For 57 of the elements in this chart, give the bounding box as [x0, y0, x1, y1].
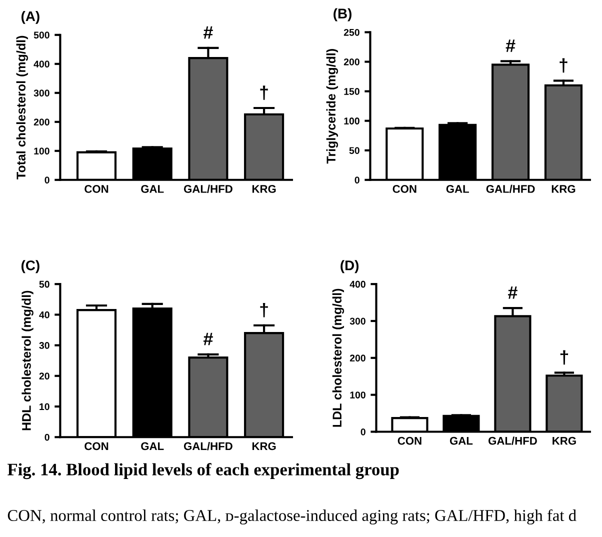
annotation: † [260, 303, 268, 318]
y-tick-label: 100 [34, 148, 50, 155]
chart-title: (C) [21, 260, 40, 274]
annotation: # [508, 286, 518, 299]
caption: Fig. 14. Blood lipid levels of each experimental group [8, 463, 399, 480]
x-tick-label: KRG [252, 442, 276, 450]
annotation: † [560, 58, 568, 73]
y-axis-title: Total cholesterol (mg/dl) [16, 36, 28, 180]
y-tick-label: 50 [349, 147, 360, 154]
annotation: # [203, 332, 213, 346]
y-tick-label: 30 [39, 342, 50, 349]
x-tick-label: GAL/HFD [184, 184, 232, 194]
y-tick-label: 20 [39, 372, 50, 380]
chart-title: (D) [340, 260, 359, 274]
x-tick-label: GAL [141, 185, 164, 193]
y-axis-title: HDL cholesterol (mg/dl) [22, 290, 34, 430]
x-tick-label: CON [392, 185, 416, 193]
y-tick-label: 150 [344, 88, 360, 95]
text: CON, normal control rats; GAL, ᴅ-galactose-induced aging rats; GAL/HFD, high fat d [8, 509, 576, 524]
y-tick-label: 40 [39, 311, 50, 318]
x-tick-label: CON [84, 442, 108, 450]
y-axis-title: Triglyceride (mg/dl) [326, 49, 338, 164]
x-tick-label: GAL/HFD [184, 442, 232, 450]
y-tick-label: 400 [350, 280, 366, 288]
y-tick-label: 0 [44, 434, 50, 441]
chart-title: (B) [334, 8, 352, 22]
y-tick-label: 100 [350, 392, 366, 398]
y-tick-label: 0 [360, 428, 366, 436]
y-tick-label: 200 [34, 118, 50, 126]
y-tick-label: 200 [344, 58, 360, 66]
annotation: # [506, 40, 516, 52]
annotation: † [260, 86, 268, 100]
chart-title: (A) [21, 10, 40, 24]
y-axis-title: LDL cholesterol (mg/dl) [332, 288, 344, 427]
y-tick-label: 300 [350, 318, 366, 325]
annotation: † [560, 350, 568, 365]
y-tick-label: 500 [34, 32, 50, 39]
x-tick-label: GAL [450, 436, 473, 445]
y-tick-label: 100 [344, 118, 360, 124]
annotation: # [203, 26, 213, 39]
x-tick-label: KRG [252, 185, 276, 193]
y-tick-label: 200 [350, 354, 366, 362]
y-tick-label: 400 [34, 60, 50, 68]
x-tick-label: GAL [446, 185, 469, 193]
x-tick-label: CON [84, 185, 108, 193]
x-tick-label: CON [398, 436, 422, 445]
y-tick-label: 300 [34, 90, 50, 97]
y-tick-label: 250 [344, 28, 360, 36]
y-tick-label: 50 [39, 280, 50, 288]
x-tick-label: GAL/HFD [486, 184, 535, 194]
y-tick-label: 0 [354, 176, 360, 184]
x-tick-label: GAL/HFD [488, 436, 537, 445]
x-tick-label: GAL [141, 442, 164, 450]
x-tick-label: KRG [552, 185, 576, 193]
x-tick-label: KRG [552, 436, 576, 445]
y-tick-label: 10 [40, 403, 50, 410]
y-tick-label: 0 [44, 176, 50, 184]
